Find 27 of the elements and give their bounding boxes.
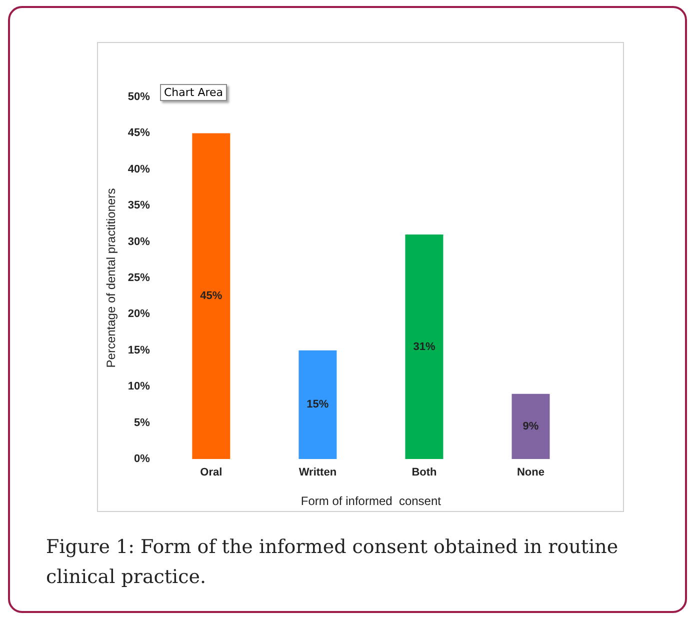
y-tick-label: 20% — [128, 308, 150, 320]
annotation: Chart Area — [160, 84, 228, 101]
y-tick-label: 25% — [128, 272, 150, 284]
data-label: 45% — [200, 290, 222, 302]
bar — [405, 234, 444, 459]
y-tick-label: 40% — [128, 163, 150, 176]
y-tick-label: 35% — [128, 200, 150, 212]
y-tick-label: 45% — [128, 127, 150, 140]
y-tick-label: 5% — [134, 416, 150, 429]
y-tick-label: 50% — [128, 91, 150, 103]
caption: Figure 1: Form of the informed consent obtained in routine clinical practice. — [46, 535, 620, 590]
x-axis-title: Form of informed consent — [300, 494, 442, 508]
y-axis-title: Percentage of dental practitioners — [104, 188, 118, 368]
y-tick-label: 30% — [128, 236, 150, 248]
x-tick-label: Both — [412, 466, 438, 478]
y-tick-label: 15% — [128, 344, 150, 356]
bar — [298, 350, 337, 459]
y-tick-label: 10% — [128, 380, 150, 393]
data-label: 15% — [306, 398, 329, 411]
x-tick-label: Written — [298, 466, 337, 478]
bar — [512, 394, 550, 459]
data-label: 31% — [413, 340, 436, 353]
data-label: 9% — [522, 420, 539, 432]
x-tick-label: Oral — [200, 466, 222, 478]
x-tick-label: None — [516, 466, 544, 478]
y-tick-label: 0% — [134, 453, 150, 465]
bar — [192, 133, 230, 459]
